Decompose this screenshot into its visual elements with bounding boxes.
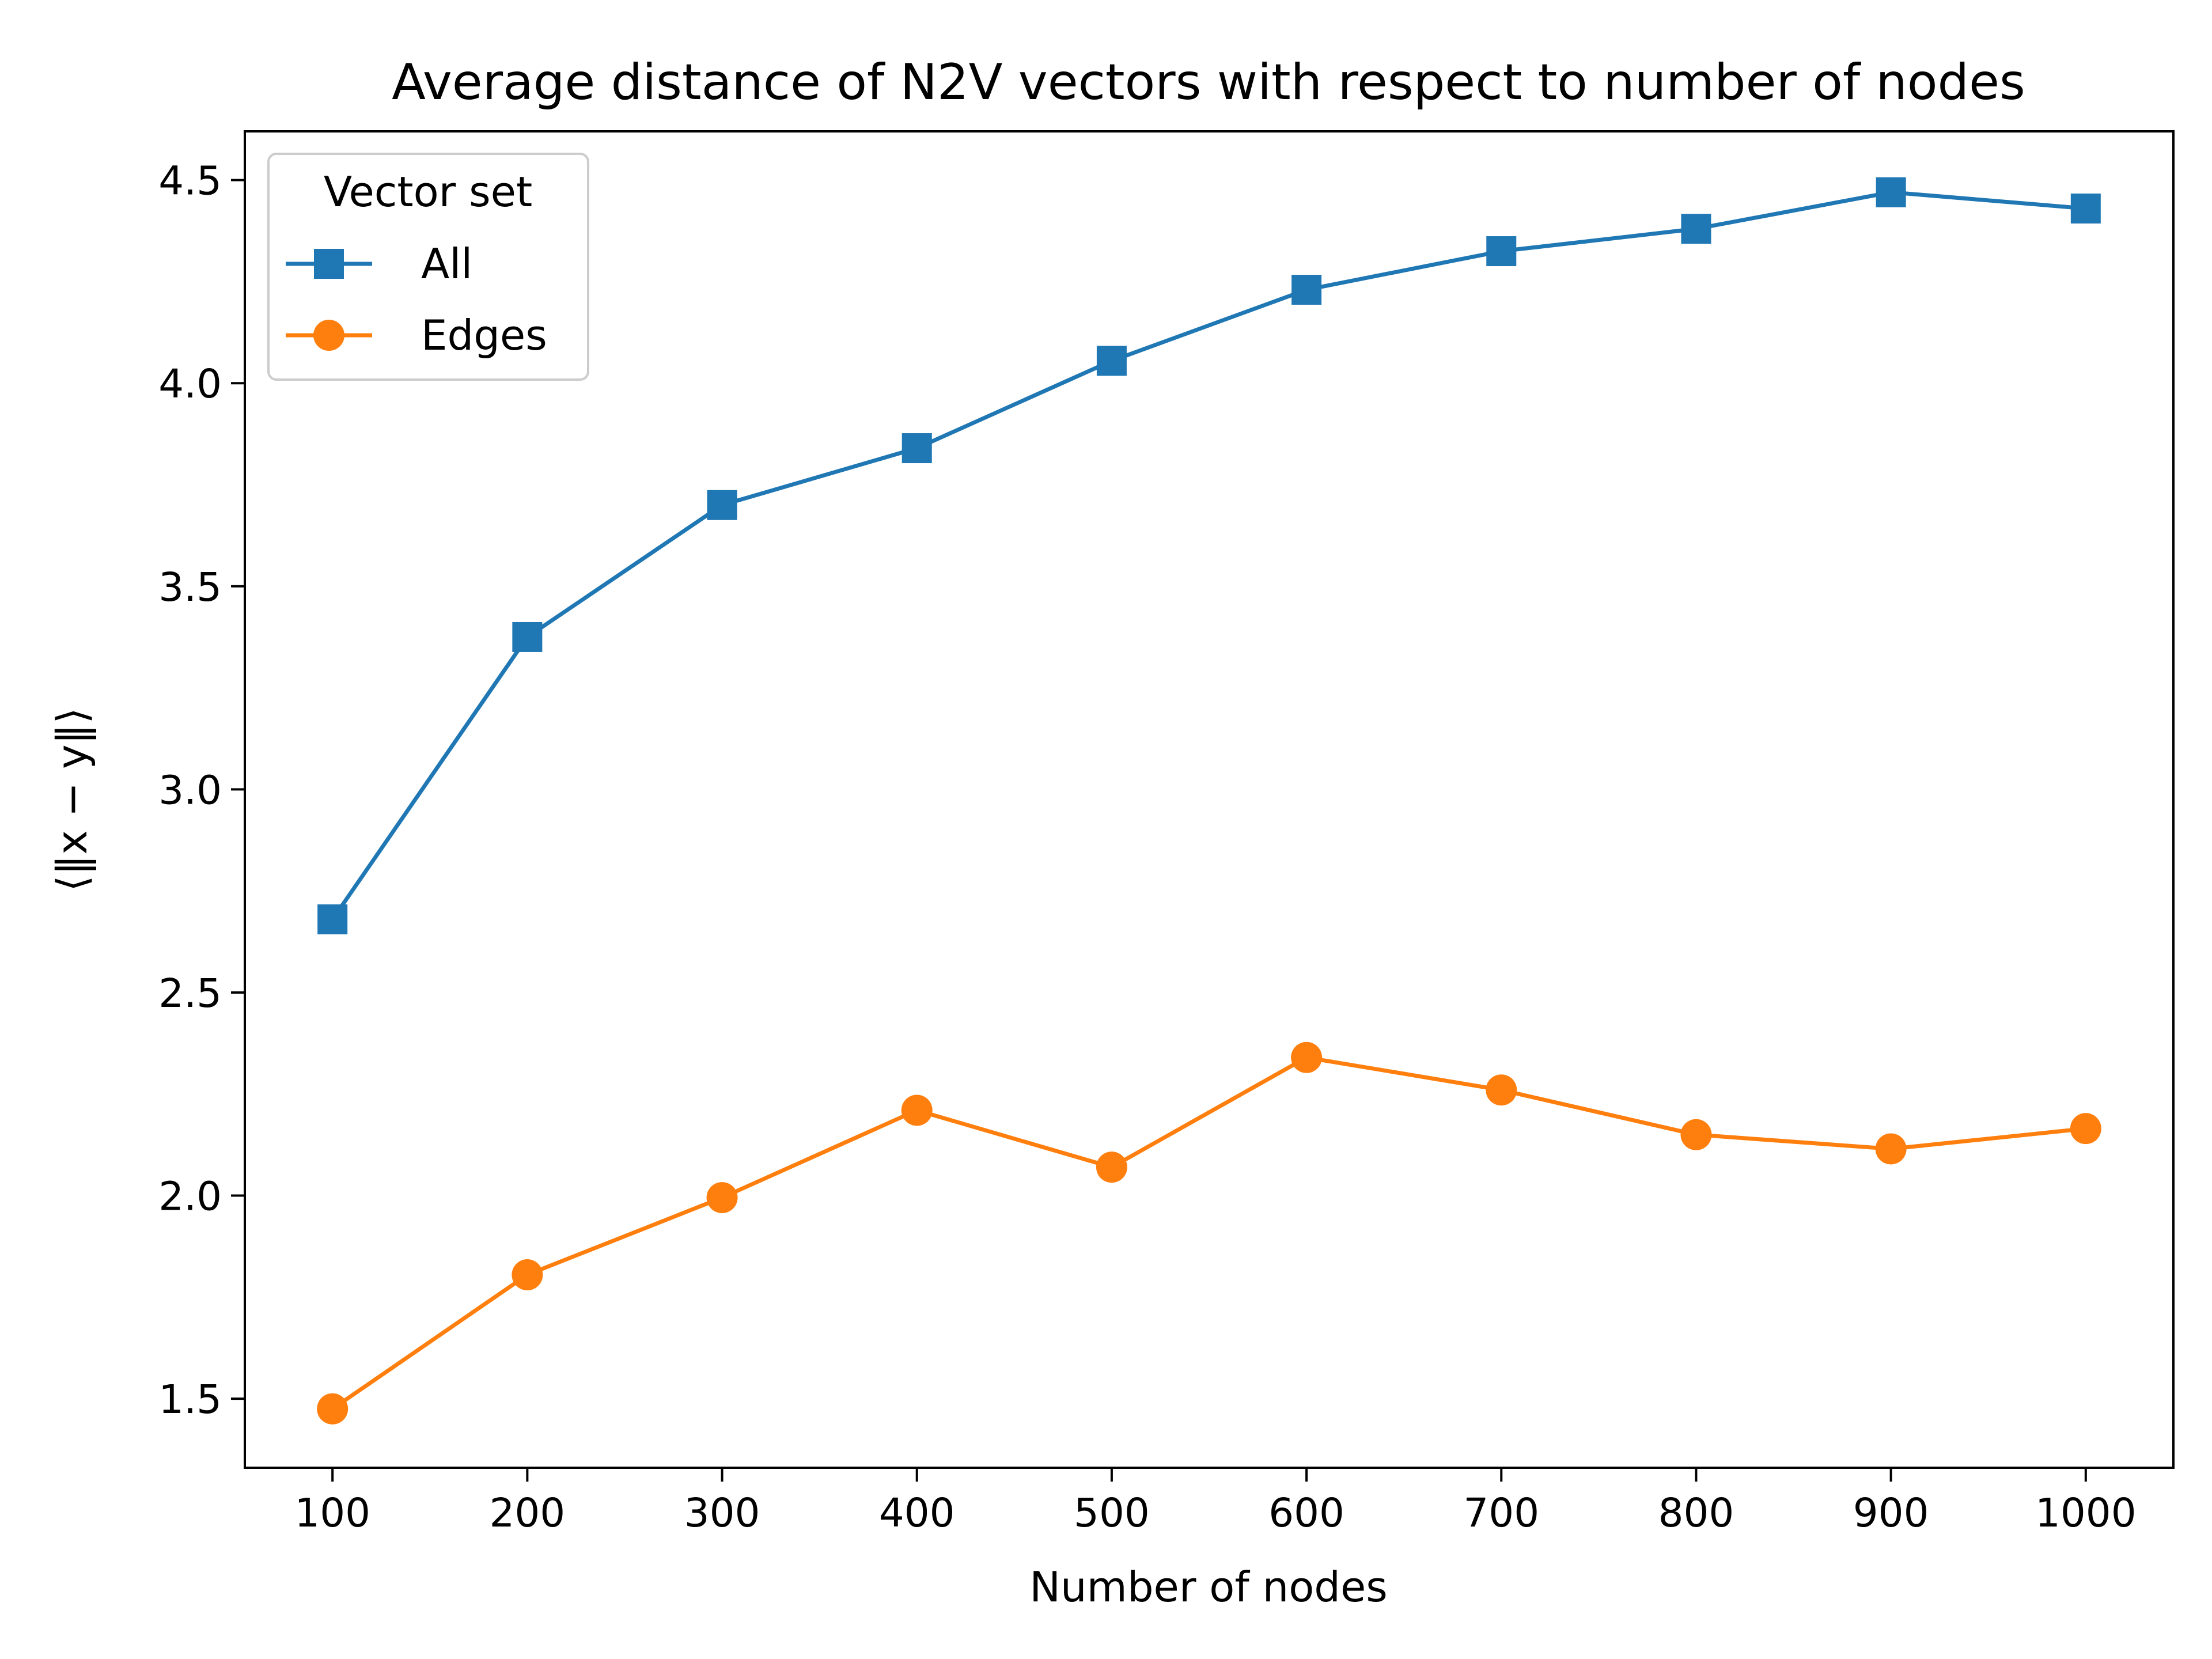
point-edges-900: [1875, 1133, 1907, 1165]
x-tick-label-4: 500: [1074, 1490, 1150, 1536]
y-tick-label-3: 3.0: [158, 767, 222, 813]
x-tick-label-7: 800: [1658, 1490, 1734, 1536]
series-layer: [317, 177, 2101, 1425]
x-tick-label-1: 200: [490, 1490, 566, 1536]
x-axis-title: Number of nodes: [1029, 1563, 1388, 1611]
y-tick-label-5: 4.0: [158, 361, 222, 407]
legend-label-all: All: [421, 240, 472, 288]
point-edges-1000: [2070, 1113, 2101, 1145]
point-all-700: [1486, 236, 1517, 267]
point-edges-200: [512, 1259, 543, 1291]
point-all-600: [1291, 275, 1322, 305]
point-all-200: [512, 622, 543, 652]
point-edges-800: [1680, 1119, 1712, 1150]
point-all-800: [1681, 214, 1711, 244]
y-axis-title: ⟨‖x − y‖⟩: [48, 707, 97, 892]
x-tick-label-5: 600: [1268, 1490, 1344, 1536]
chart-title: Average distance of N2V vectors with res…: [392, 54, 2025, 111]
point-all-500: [1096, 346, 1127, 376]
point-all-100: [317, 904, 348, 935]
point-edges-700: [1486, 1074, 1517, 1106]
y-axis-ticks: 1.5 2.0 2.5 3.0 3.5 4.0 4.5: [158, 158, 245, 1423]
y-tick-label-6: 4.5: [158, 158, 222, 204]
point-edges-600: [1291, 1041, 1323, 1073]
legend: Vector set All Edges: [267, 153, 589, 381]
point-edges-400: [901, 1094, 933, 1126]
legend-title: Vector set: [324, 168, 532, 216]
x-tick-label-0: 100: [294, 1490, 370, 1536]
y-tick-label-4: 3.5: [158, 565, 222, 611]
point-edges-500: [1096, 1152, 1127, 1183]
series-line-edges: [331, 1055, 2086, 1411]
point-edges-300: [706, 1182, 738, 1214]
x-tick-label-9: 1000: [2035, 1490, 2137, 1536]
x-axis-ticks: 100 200 300 400 500 600 700 800 900 1000: [294, 1468, 2137, 1536]
x-tick-label-2: 300: [684, 1490, 760, 1536]
point-edges-100: [317, 1393, 349, 1425]
legend-label-edges: Edges: [421, 311, 547, 359]
point-all-1000: [2070, 193, 2101, 224]
legend-marker-all: [314, 249, 344, 279]
plot-frame: [244, 130, 2175, 1469]
x-tick-label-8: 900: [1853, 1490, 1929, 1536]
series-line-all: [331, 190, 2086, 921]
y-tick-label-1: 2.0: [158, 1174, 222, 1220]
y-tick-label-2: 2.5: [158, 971, 222, 1017]
legend-marker-edges: [313, 320, 344, 351]
point-all-900: [1876, 177, 1906, 207]
point-all-300: [707, 490, 737, 520]
point-all-400: [902, 433, 932, 464]
x-tick-label-6: 700: [1463, 1490, 1539, 1536]
x-tick-label-3: 400: [879, 1490, 955, 1536]
y-tick-label-0: 1.5: [158, 1377, 222, 1423]
legend-box: [267, 153, 589, 381]
